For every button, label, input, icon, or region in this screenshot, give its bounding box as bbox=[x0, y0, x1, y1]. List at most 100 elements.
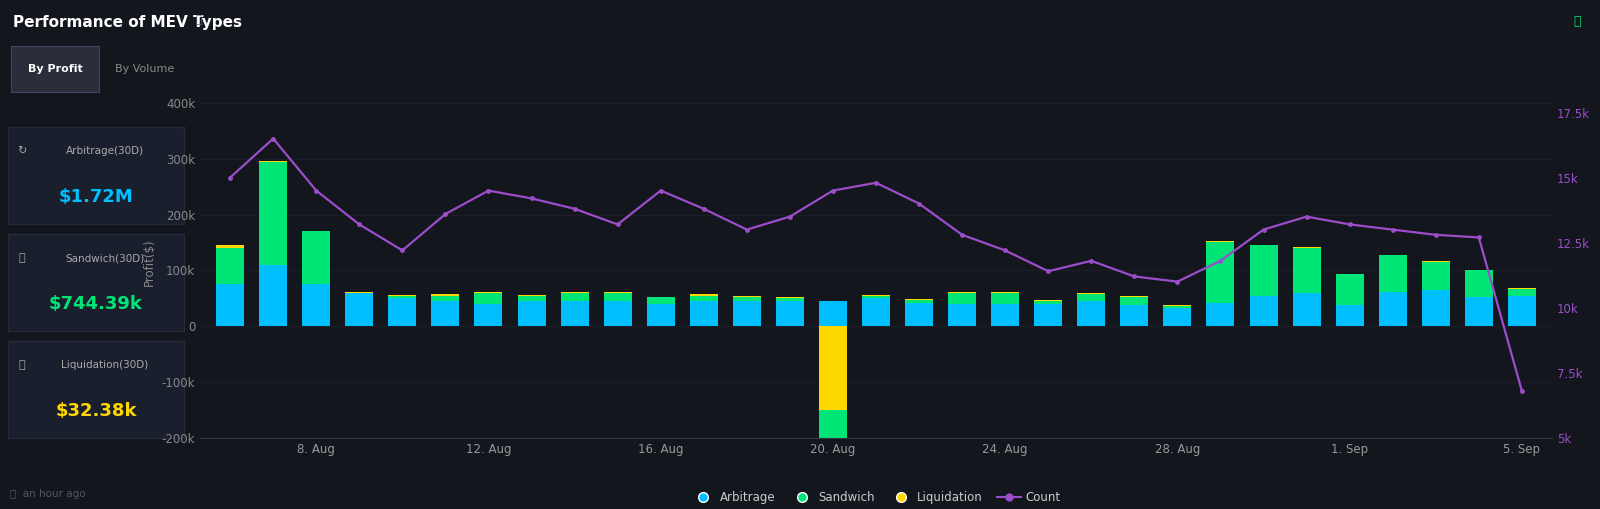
Bar bbox=[302, 231, 330, 232]
Bar bbox=[389, 295, 416, 296]
Bar bbox=[819, 326, 846, 410]
Bar bbox=[1163, 308, 1192, 326]
Bar bbox=[259, 161, 286, 162]
Text: 💧: 💧 bbox=[19, 360, 26, 370]
Text: $32.38k: $32.38k bbox=[56, 402, 136, 419]
Bar bbox=[646, 304, 675, 326]
Bar bbox=[1034, 304, 1062, 326]
Bar bbox=[517, 301, 546, 326]
Bar bbox=[1466, 297, 1493, 326]
Bar bbox=[1120, 305, 1149, 326]
Bar bbox=[259, 162, 286, 265]
Bar bbox=[906, 299, 933, 300]
Bar bbox=[603, 292, 632, 293]
Bar bbox=[1034, 301, 1062, 304]
Y-axis label: Profit($): Profit($) bbox=[142, 238, 157, 286]
Bar bbox=[690, 296, 718, 301]
Text: By Volume: By Volume bbox=[115, 64, 174, 74]
Bar bbox=[517, 295, 546, 296]
Text: ⏱  an hour ago: ⏱ an hour ago bbox=[10, 489, 85, 499]
Bar bbox=[1422, 262, 1450, 290]
Bar bbox=[906, 300, 933, 303]
Bar bbox=[819, 301, 846, 326]
Bar bbox=[1206, 303, 1235, 326]
Bar bbox=[1336, 274, 1363, 305]
Bar bbox=[1250, 296, 1277, 326]
Bar bbox=[216, 245, 245, 248]
Bar bbox=[389, 298, 416, 326]
Bar bbox=[949, 292, 976, 293]
Bar bbox=[603, 293, 632, 301]
Bar bbox=[862, 295, 890, 296]
Text: 🥩: 🥩 bbox=[19, 253, 26, 263]
Text: Sandwich(30D): Sandwich(30D) bbox=[66, 253, 144, 263]
Bar bbox=[1422, 290, 1450, 326]
Text: Liquidation(30D): Liquidation(30D) bbox=[61, 360, 149, 370]
Bar bbox=[990, 304, 1019, 326]
Bar bbox=[906, 303, 933, 326]
Bar bbox=[432, 301, 459, 326]
Bar bbox=[690, 295, 718, 296]
Bar bbox=[1077, 301, 1106, 326]
Bar bbox=[1120, 296, 1149, 297]
Bar bbox=[346, 293, 373, 326]
Bar bbox=[1293, 293, 1320, 326]
Bar bbox=[1077, 293, 1106, 295]
Bar bbox=[475, 292, 502, 293]
Bar bbox=[1206, 241, 1235, 303]
Bar bbox=[1379, 292, 1406, 326]
Bar bbox=[646, 297, 675, 304]
Text: By Profit: By Profit bbox=[27, 64, 83, 74]
Bar bbox=[1422, 261, 1450, 262]
Bar bbox=[259, 265, 286, 326]
Bar bbox=[1336, 305, 1363, 326]
Bar bbox=[733, 301, 762, 326]
Bar bbox=[302, 285, 330, 326]
Bar bbox=[949, 293, 976, 304]
Bar bbox=[949, 304, 976, 326]
Bar bbox=[1120, 297, 1149, 305]
Bar bbox=[1466, 270, 1493, 297]
Bar bbox=[216, 248, 245, 285]
Bar bbox=[560, 292, 589, 293]
Bar bbox=[1163, 305, 1192, 308]
Y-axis label: Count: Count bbox=[1598, 244, 1600, 280]
Text: $744.39k: $744.39k bbox=[50, 295, 142, 313]
Bar bbox=[389, 296, 416, 298]
Bar bbox=[819, 410, 846, 455]
Text: Arbitrage(30D): Arbitrage(30D) bbox=[66, 147, 144, 156]
Bar bbox=[990, 292, 1019, 293]
Bar bbox=[432, 296, 459, 301]
Text: ⓘ: ⓘ bbox=[195, 15, 202, 25]
Bar bbox=[776, 298, 803, 301]
Bar bbox=[990, 293, 1019, 304]
Bar bbox=[733, 296, 762, 297]
Bar bbox=[432, 295, 459, 296]
Bar bbox=[1379, 256, 1406, 292]
Bar bbox=[517, 296, 546, 301]
Bar bbox=[346, 292, 373, 293]
Bar bbox=[776, 301, 803, 326]
Bar bbox=[1379, 254, 1406, 256]
Text: $1.72M: $1.72M bbox=[59, 188, 133, 206]
Bar bbox=[1293, 248, 1320, 293]
Bar bbox=[1293, 247, 1320, 248]
Text: ⛶: ⛶ bbox=[1573, 15, 1581, 29]
Bar bbox=[1077, 295, 1106, 301]
Bar bbox=[862, 296, 890, 298]
Bar bbox=[560, 301, 589, 326]
Bar bbox=[1250, 245, 1277, 296]
Bar bbox=[603, 301, 632, 326]
Bar bbox=[302, 232, 330, 285]
Bar bbox=[1507, 288, 1536, 289]
Bar bbox=[475, 293, 502, 304]
Bar bbox=[1507, 296, 1536, 326]
Bar bbox=[733, 297, 762, 301]
Bar bbox=[560, 293, 589, 301]
Text: ↻: ↻ bbox=[18, 147, 27, 156]
Bar bbox=[216, 285, 245, 326]
Text: Performance of MEV Types: Performance of MEV Types bbox=[13, 15, 242, 30]
Bar bbox=[776, 297, 803, 298]
Bar bbox=[690, 301, 718, 326]
Bar bbox=[1507, 289, 1536, 296]
